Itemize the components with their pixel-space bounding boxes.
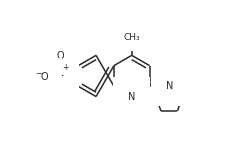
Text: −: − (36, 69, 42, 78)
Text: CH₃: CH₃ (123, 33, 140, 42)
Text: N: N (128, 92, 135, 102)
Text: +: + (62, 63, 69, 72)
Text: O: O (57, 51, 64, 61)
Text: N: N (57, 67, 64, 77)
Text: N: N (165, 81, 173, 91)
Text: O: O (40, 72, 48, 82)
